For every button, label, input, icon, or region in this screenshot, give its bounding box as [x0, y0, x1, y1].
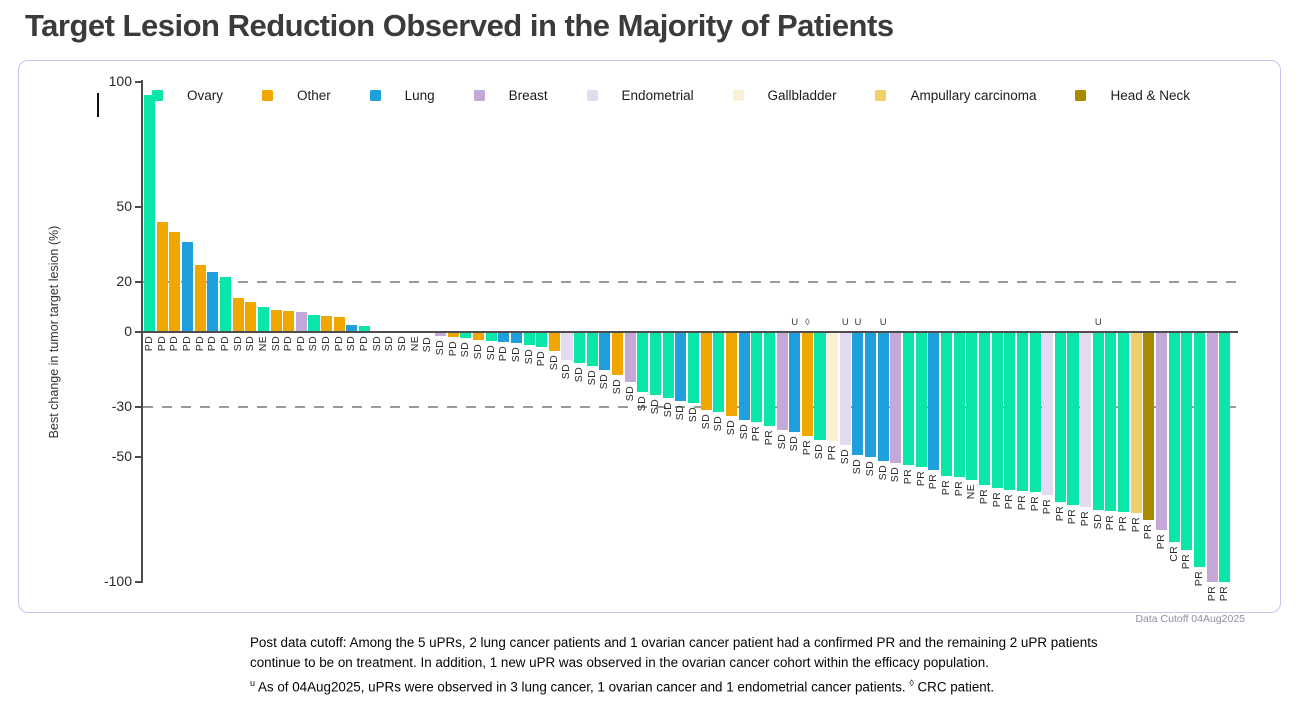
footnote-line-2: continue to be on treatment. In addition…	[250, 655, 989, 670]
data-cutoff-stamp: Data Cutoff 04Aug2025	[1135, 613, 1245, 625]
footnote: Post data cutoff: Among the 5 uPRs, 2 lu…	[250, 633, 1170, 697]
diamond-symbol: ◊	[909, 678, 914, 688]
chart-card	[18, 60, 1281, 613]
page-title: Target Lesion Reduction Observed in the …	[25, 8, 894, 43]
u-superscript: u	[250, 678, 256, 688]
footnote-line-3: u As of 04Aug2025, uPRs were observed in…	[250, 673, 1170, 697]
footnote-line-3-tail: CRC patient.	[913, 679, 995, 695]
footnote-line-3-text: As of 04Aug2025, uPRs were observed in 3…	[255, 679, 910, 695]
footnote-line-1: Post data cutoff: Among the 5 uPRs, 2 lu…	[250, 635, 1098, 650]
